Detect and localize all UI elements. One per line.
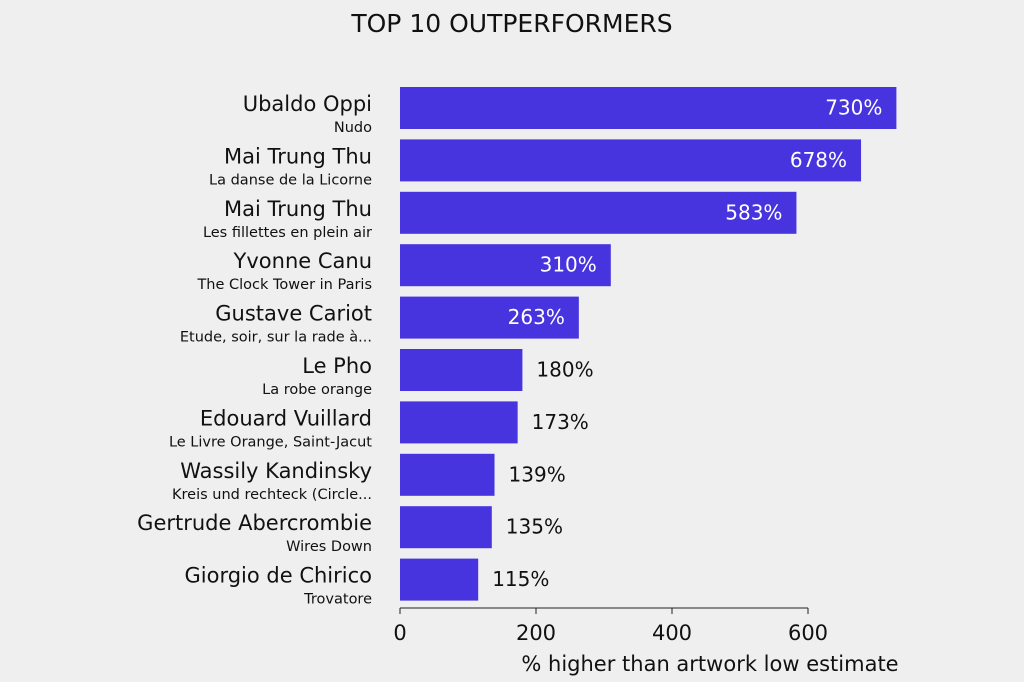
x-tick-label: 200 bbox=[516, 621, 556, 645]
value-label: 678% bbox=[790, 148, 847, 172]
category-label: Le Pho bbox=[302, 354, 372, 378]
subtitle-label: La robe orange bbox=[262, 382, 372, 398]
category-label: Giorgio de Chirico bbox=[184, 564, 372, 588]
subtitle-label: La danse de la Licorne bbox=[209, 172, 372, 188]
value-label: 135% bbox=[506, 515, 563, 539]
x-axis-label: % higher than artwork low estimate bbox=[521, 652, 898, 676]
bar bbox=[400, 244, 611, 287]
bar bbox=[400, 401, 518, 444]
subtitle-label: Trovatore bbox=[303, 592, 372, 608]
value-label: 263% bbox=[508, 305, 565, 329]
value-label: 173% bbox=[532, 410, 589, 434]
chart-title: TOP 10 OUTPERFORMERS bbox=[350, 9, 672, 38]
bar bbox=[400, 453, 495, 496]
bar bbox=[400, 506, 492, 549]
category-label: Gustave Cariot bbox=[215, 302, 372, 326]
value-label: 139% bbox=[509, 462, 566, 486]
subtitle-label: Kreis und rechteck (Circle... bbox=[172, 487, 372, 503]
value-label: 730% bbox=[825, 96, 882, 120]
category-label: Ubaldo Oppi bbox=[243, 92, 372, 116]
bar bbox=[400, 349, 523, 391]
category-label: Edouard Vuillard bbox=[200, 406, 372, 430]
subtitle-label: Etude, soir, sur la rade à... bbox=[180, 330, 372, 346]
bar bbox=[400, 296, 579, 339]
category-label: Mai Trung Thu bbox=[224, 197, 372, 221]
subtitle-label: Le Livre Orange, Saint-Jacut bbox=[169, 434, 372, 450]
value-label: 115% bbox=[492, 567, 549, 591]
x-tick-label: 400 bbox=[652, 621, 692, 645]
bar bbox=[400, 558, 479, 601]
bar bbox=[400, 87, 897, 129]
value-label: 310% bbox=[540, 253, 597, 277]
x-tick-label: 600 bbox=[788, 621, 828, 645]
x-tick-label: 0 bbox=[393, 621, 406, 645]
subtitle-label: Les fillettes en plein air bbox=[203, 225, 372, 241]
subtitle-label: Nudo bbox=[334, 120, 372, 136]
category-label: Yvonne Canu bbox=[233, 249, 372, 273]
category-label: Mai Trung Thu bbox=[224, 144, 372, 168]
category-label: Gertrude Abercrombie bbox=[137, 511, 372, 535]
subtitle-label: The Clock Tower in Paris bbox=[196, 277, 372, 293]
subtitle-label: Wires Down bbox=[286, 539, 372, 555]
bar bbox=[400, 139, 862, 182]
value-label: 180% bbox=[536, 358, 593, 382]
value-label: 583% bbox=[725, 200, 782, 224]
bar bbox=[400, 191, 797, 234]
category-label: Wassily Kandinsky bbox=[180, 459, 372, 483]
